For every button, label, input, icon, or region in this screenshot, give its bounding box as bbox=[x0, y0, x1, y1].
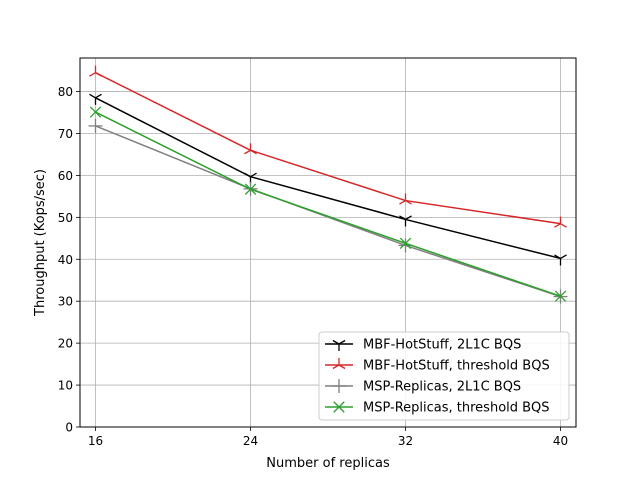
data-point-marker bbox=[332, 339, 346, 351]
y-tick-label: 0 bbox=[65, 421, 73, 435]
legend-item: MBF-HotStuff, 2L1C BQS bbox=[325, 338, 521, 353]
series-line bbox=[95, 111, 561, 297]
y-tick-label: 60 bbox=[58, 169, 73, 183]
x-tick-label: 24 bbox=[243, 434, 258, 448]
series-line bbox=[95, 125, 561, 298]
data-point-marker bbox=[333, 401, 345, 413]
legend-item: MSP-Replicas, threshold BQS bbox=[325, 401, 550, 416]
y-axis-label: Throughput (Kops/sec) bbox=[33, 169, 48, 317]
data-point-marker bbox=[89, 65, 102, 77]
y-tick-label: 40 bbox=[58, 253, 73, 267]
data-point-marker bbox=[88, 118, 103, 133]
legend-item: MSP-Replicas, 2L1C BQS bbox=[325, 379, 521, 395]
legend-label: MSP-Replicas, 2L1C BQS bbox=[363, 380, 521, 395]
series bbox=[88, 118, 568, 304]
y-tick-label: 70 bbox=[58, 127, 73, 141]
series bbox=[89, 65, 567, 228]
data-point-marker bbox=[554, 254, 567, 266]
data-point-marker bbox=[332, 379, 346, 393]
plot-frame bbox=[79, 57, 577, 428]
series bbox=[89, 93, 567, 266]
legend: MBF-HotStuff, 2L1C BQS MBF-HotStuff, thre… bbox=[318, 331, 570, 421]
legend-label: MBF-HotStuff, threshold BQS bbox=[363, 359, 550, 374]
data-point-marker bbox=[399, 193, 412, 205]
y-tick-label: 50 bbox=[58, 211, 73, 225]
legend-box bbox=[318, 331, 570, 421]
data-point-marker bbox=[554, 216, 567, 228]
data-point-marker bbox=[554, 290, 567, 302]
plot-series bbox=[88, 65, 568, 304]
data-point-marker bbox=[332, 358, 346, 370]
data-point-marker bbox=[399, 215, 412, 227]
y-axis: 0 10 20 30 40 50 60 70 80 bbox=[58, 85, 80, 435]
legend-item: MBF-HotStuff, threshold BQS bbox=[325, 358, 550, 374]
series-line bbox=[95, 97, 561, 260]
data-point-marker bbox=[89, 106, 102, 118]
x-tick-label: 32 bbox=[398, 434, 413, 448]
y-tick-label: 80 bbox=[58, 85, 73, 99]
data-point-marker bbox=[399, 237, 412, 250]
x-tick-label: 16 bbox=[88, 434, 103, 448]
data-point-marker bbox=[244, 143, 257, 155]
legend-label: MSP-Replicas, threshold BQS bbox=[363, 401, 550, 416]
series-line bbox=[95, 72, 561, 225]
y-tick-label: 10 bbox=[58, 379, 73, 393]
y-tick-label: 20 bbox=[58, 337, 73, 351]
x-axis: 16 24 32 40 bbox=[88, 427, 568, 448]
series bbox=[89, 106, 567, 302]
data-point-marker bbox=[244, 183, 257, 195]
x-axis-label: Number of replicas bbox=[266, 456, 390, 471]
data-point-marker bbox=[89, 93, 102, 105]
x-tick-label: 40 bbox=[553, 434, 568, 448]
legend-label: MBF-HotStuff, 2L1C BQS bbox=[363, 338, 521, 353]
y-tick-label: 30 bbox=[58, 295, 73, 309]
